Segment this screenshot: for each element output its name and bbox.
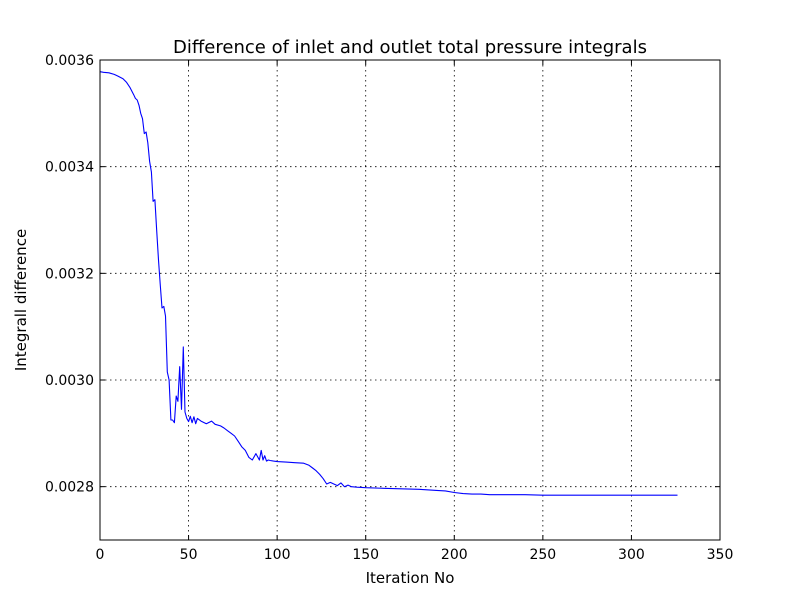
y-tick-label: 0.0036: [45, 53, 94, 69]
y-tick-label: 0.0032: [45, 266, 94, 282]
y-tick-label: 0.0030: [45, 373, 94, 389]
x-tick-label: 50: [180, 547, 198, 563]
ticks: 0 50 100 150 200 250 300 350 0.0028 0.0030 0.0032 0…: [45, 53, 733, 563]
x-tick-label: 350: [707, 547, 734, 563]
y-axis-label: Integrall difference: [12, 229, 30, 371]
plot-area: [99, 71, 678, 496]
x-tick-label: 250: [529, 547, 556, 563]
x-axis-label: Iteration No: [366, 569, 455, 587]
x-tick-label: 150: [352, 547, 379, 563]
y-tick-label: 0.0028: [45, 480, 94, 496]
x-tick-label: 200: [441, 547, 468, 563]
chart-title: Difference of inlet and outlet total pre…: [173, 37, 647, 58]
x-tick-label: 300: [618, 547, 645, 563]
x-tick-label: 100: [264, 547, 291, 563]
x-tick-label: 0: [96, 547, 105, 563]
series-line: [99, 71, 678, 496]
y-tick-label: 0.0034: [45, 160, 94, 176]
axes-frame: [99, 59, 721, 541]
